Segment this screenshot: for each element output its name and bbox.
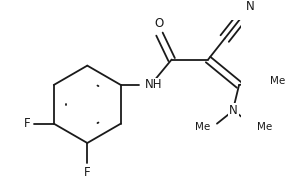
Text: Me: Me bbox=[195, 122, 210, 132]
Text: F: F bbox=[24, 117, 30, 130]
Text: NH: NH bbox=[144, 78, 162, 91]
Text: N: N bbox=[229, 104, 238, 117]
Text: N: N bbox=[246, 0, 255, 13]
Text: Me: Me bbox=[257, 122, 272, 132]
Text: F: F bbox=[84, 166, 90, 179]
Text: Me: Me bbox=[271, 76, 286, 86]
Text: O: O bbox=[155, 17, 164, 30]
